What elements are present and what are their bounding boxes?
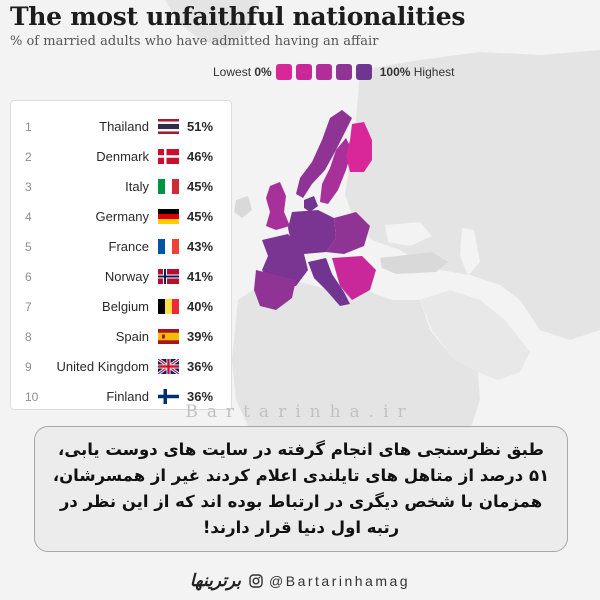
ranking-row: 6 Norway 41% bbox=[11, 263, 231, 293]
page-subtitle: % of married adults who have admitted ha… bbox=[10, 34, 379, 49]
brand-logo: برترینها bbox=[189, 571, 242, 591]
percent-value: 40% bbox=[187, 299, 214, 314]
legend-high-value: 100% bbox=[379, 65, 411, 79]
percent-value: 51% bbox=[187, 119, 214, 134]
ranking-panel: 1 Thailand 51% 2 Denmark 46% 3 Italy 45%… bbox=[10, 100, 232, 410]
country-name: Thailand bbox=[99, 119, 149, 134]
percent-value: 41% bbox=[187, 269, 214, 284]
eurasia bbox=[345, 50, 600, 340]
country-name: Denmark bbox=[96, 149, 149, 164]
germany-region bbox=[288, 210, 336, 254]
legend-swatch bbox=[335, 64, 352, 80]
thailand-flag-icon bbox=[158, 119, 179, 134]
rank-number: 9 bbox=[25, 360, 32, 374]
spain-flag-icon bbox=[158, 329, 179, 344]
country-name: Italy bbox=[125, 179, 149, 194]
ranking-row: 3 Italy 45% bbox=[11, 173, 231, 203]
arabia bbox=[420, 290, 530, 380]
rank-number: 10 bbox=[25, 390, 39, 404]
caption-box: طبق نظرسنجی های انجام گرفته در سایت های … bbox=[34, 426, 568, 552]
africa bbox=[232, 282, 480, 430]
rank-number: 1 bbox=[25, 120, 32, 134]
ranking-row: 8 Spain 39% bbox=[11, 323, 231, 353]
percent-value: 45% bbox=[187, 209, 214, 224]
legend-swatch bbox=[295, 64, 312, 80]
ranking-row: 9 United Kingdom 36% bbox=[11, 353, 231, 383]
turkey bbox=[380, 252, 448, 274]
country-name: Belgium bbox=[102, 299, 149, 314]
ranking-row: 4 Germany 45% bbox=[11, 203, 231, 233]
rank-number: 2 bbox=[25, 150, 32, 164]
finland-flag-icon bbox=[158, 389, 179, 404]
france-region bbox=[262, 234, 308, 286]
ranking-row: 2 Denmark 46% bbox=[11, 143, 231, 173]
uk-region bbox=[266, 182, 290, 230]
denmark-region bbox=[304, 196, 318, 212]
italy-flag-icon bbox=[158, 179, 179, 194]
country-name: France bbox=[108, 239, 149, 254]
legend-low-label: Lowest bbox=[213, 65, 252, 79]
central-europe-region bbox=[326, 212, 370, 254]
ranking-row: 5 France 43% bbox=[11, 233, 231, 263]
france-flag-icon bbox=[158, 239, 179, 254]
norway-region bbox=[296, 110, 352, 198]
percent-value: 46% bbox=[187, 149, 214, 164]
ranking-row: 7 Belgium 40% bbox=[11, 293, 231, 323]
denmark-flag-icon bbox=[158, 149, 179, 164]
ireland bbox=[234, 196, 252, 218]
norway-flag-icon bbox=[158, 269, 179, 284]
instagram-icon bbox=[249, 574, 263, 588]
rank-number: 7 bbox=[25, 300, 32, 314]
spain-region bbox=[254, 270, 296, 310]
caspian-sea bbox=[460, 228, 480, 276]
percent-value: 45% bbox=[187, 179, 214, 194]
italy-region bbox=[308, 258, 350, 306]
legend-swatch bbox=[315, 64, 332, 80]
ranking-row: 10 Finland 36% bbox=[11, 383, 231, 413]
watermark: Bartarinha.ir bbox=[185, 402, 415, 422]
percent-value: 43% bbox=[187, 239, 214, 254]
legend-low-value: 0% bbox=[254, 65, 272, 79]
header: The most unfaithful nationalities % of m… bbox=[10, 2, 590, 49]
country-name: United Kingdom bbox=[56, 359, 150, 374]
country-name: Germany bbox=[95, 209, 149, 224]
rank-number: 8 bbox=[25, 330, 32, 344]
percent-value: 36% bbox=[187, 359, 214, 374]
balkans-region bbox=[332, 256, 376, 300]
belgium-flag-icon bbox=[158, 299, 179, 314]
rank-number: 5 bbox=[25, 240, 32, 254]
percent-value: 36% bbox=[187, 389, 214, 404]
finland-region bbox=[346, 122, 372, 172]
rank-number: 3 bbox=[25, 180, 32, 194]
footer: برترینها @Bartarinhamag bbox=[0, 562, 600, 600]
instagram-handle[interactable]: @Bartarinhamag bbox=[269, 573, 411, 589]
legend-high-label: Highest bbox=[413, 65, 455, 79]
country-name: Spain bbox=[115, 329, 149, 344]
page-title: The most unfaithful nationalities bbox=[10, 2, 466, 31]
percent-value: 39% bbox=[187, 329, 214, 344]
rank-number: 6 bbox=[25, 270, 32, 284]
world-map bbox=[165, 0, 600, 430]
uk-flag-icon bbox=[158, 359, 179, 374]
black-sea bbox=[385, 222, 432, 246]
ranking-row: 1 Thailand 51% bbox=[11, 113, 231, 143]
country-name: Norway bbox=[104, 269, 149, 284]
legend-swatch bbox=[275, 64, 292, 80]
legend-swatch bbox=[355, 64, 372, 80]
greenland bbox=[165, 0, 260, 48]
color-legend: Lowest 0% 100% Highest bbox=[213, 62, 454, 82]
sweden-region bbox=[320, 138, 352, 204]
country-name: Finland bbox=[106, 389, 149, 404]
rank-number: 4 bbox=[25, 210, 32, 224]
germany-flag-icon bbox=[158, 209, 179, 224]
